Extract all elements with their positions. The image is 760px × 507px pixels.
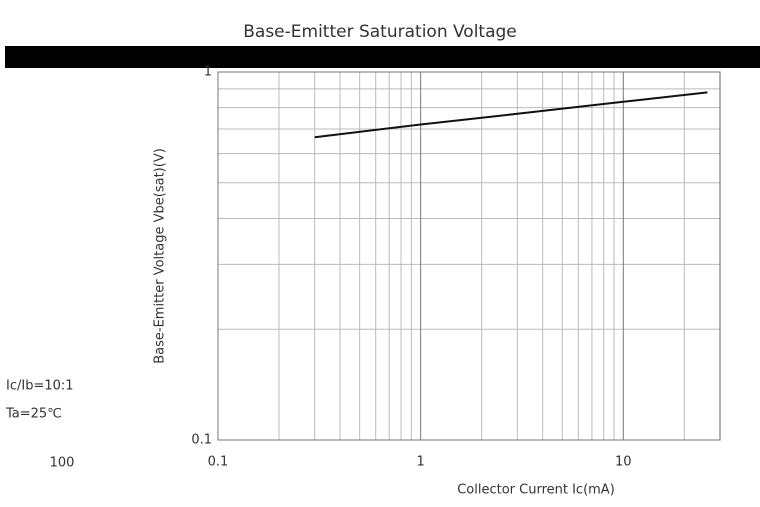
y-axis-label: Base-Emitter Voltage Vbe(sat)(V) bbox=[153, 148, 168, 364]
annotation: Ic/Ib=10:1 bbox=[6, 379, 74, 394]
y-tick-label: 1 bbox=[204, 65, 212, 80]
x-axis-label: Collector Current Ic(mA) bbox=[457, 483, 615, 498]
x-tick-label: 0.1 bbox=[208, 455, 229, 470]
y-tick-label: 0.1 bbox=[191, 433, 212, 448]
chart-title: Base-Emitter Saturation Voltage bbox=[243, 22, 517, 42]
plot-frame bbox=[217, 71, 721, 441]
header-band bbox=[5, 46, 760, 68]
annotation: 100 bbox=[50, 456, 75, 471]
x-tick-label: 1 bbox=[417, 455, 425, 470]
data-line bbox=[314, 91, 708, 139]
annotation: Ta=25℃ bbox=[5, 407, 62, 422]
x-tick-label: 10 bbox=[615, 455, 632, 470]
